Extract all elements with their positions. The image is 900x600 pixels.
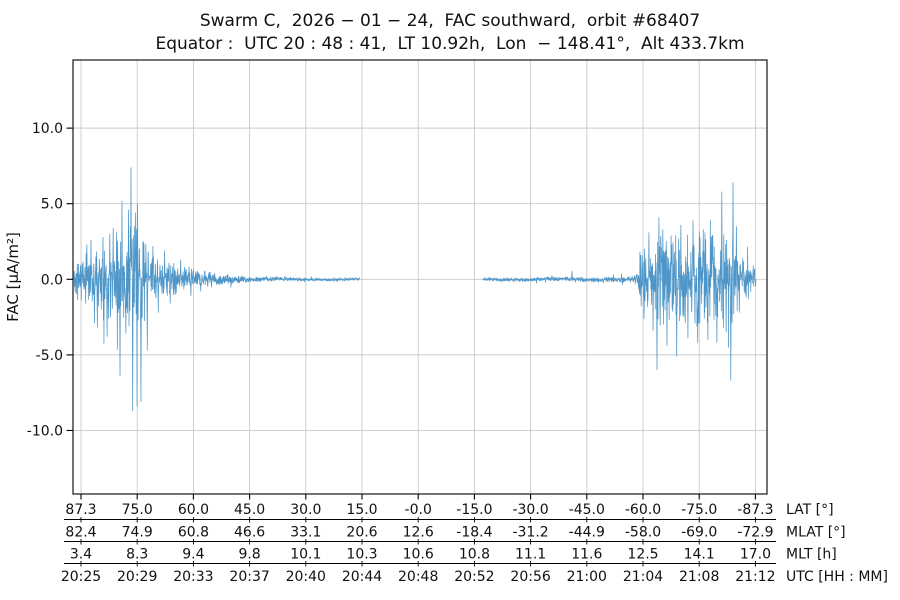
y-axis-label: FAC [µA/m²]	[4, 232, 22, 322]
plot-frame	[72, 59, 768, 495]
x-tick-label: 74.9	[122, 525, 153, 541]
x-axis-row-label: MLAT [°]	[786, 525, 846, 541]
x-tick-label: -15.0	[456, 502, 492, 518]
y-tick-label: 0.0	[41, 272, 63, 288]
gridlines	[73, 60, 767, 494]
x-tick-label: 9.4	[182, 547, 204, 563]
x-tick-label: -60.0	[625, 502, 661, 518]
x-axes: 87.3 75.0 60.0 45.0 30.0 15.0 -0.0 -15.0 -30.0 -4…	[61, 494, 888, 585]
x-tick-label: -30.0	[512, 502, 548, 518]
x-tick-label: 21:04	[623, 569, 663, 585]
x-tick-label: 15.0	[346, 502, 377, 518]
x-tick-label: 20:56	[510, 569, 550, 585]
x-tick-label: 8.3	[126, 547, 148, 563]
x-tick-label: 45.0	[234, 502, 265, 518]
x-tick-label: 17.0	[740, 547, 771, 563]
x-tick-label: 82.4	[65, 525, 96, 541]
x-tick-label: 12.5	[627, 547, 658, 563]
x-tick-label: 11.1	[515, 547, 546, 563]
x-tick-label: 10.3	[346, 547, 377, 563]
x-tick-label: 20:25	[61, 569, 101, 585]
x-tick-label: 30.0	[290, 502, 321, 518]
x-tick-label: 87.3	[65, 502, 96, 518]
x-tick-label: -45.0	[569, 502, 605, 518]
x-axis-row-label: LAT [°]	[786, 502, 834, 518]
x-tick-label: -75.0	[681, 502, 717, 518]
x-tick-label: 75.0	[122, 502, 153, 518]
x-tick-label: -18.4	[456, 525, 492, 541]
x-tick-label: 14.1	[684, 547, 715, 563]
x-tick-label: 20.6	[346, 525, 377, 541]
x-tick-label: 20:37	[229, 569, 269, 585]
x-tick-label: -31.2	[512, 525, 548, 541]
x-tick-label: 3.4	[70, 547, 92, 563]
y-tick-label: 5.0	[41, 197, 63, 213]
x-tick-label: 21:08	[679, 569, 719, 585]
x-tick-label: 9.8	[238, 547, 260, 563]
x-tick-label: 20:44	[342, 569, 382, 585]
x-tick-label: -44.9	[569, 525, 605, 541]
y-axis: 10.0 5.0 0.0 -5.0 -10.0	[27, 121, 73, 439]
x-tick-label: -58.0	[625, 525, 661, 541]
y-tick-label: -10.0	[27, 423, 63, 439]
y-tick-label: 10.0	[32, 121, 63, 137]
y-tick-label: -5.0	[36, 348, 63, 364]
x-tick-label: -69.0	[681, 525, 717, 541]
x-tick-label: 10.1	[290, 547, 321, 563]
x-tick-label: -0.0	[405, 502, 432, 518]
x-tick-label: -72.9	[737, 525, 773, 541]
x-tick-label: 10.8	[459, 547, 490, 563]
x-tick-label: 20:52	[454, 569, 494, 585]
x-tick-label: 46.6	[234, 525, 265, 541]
x-tick-label: 20:29	[117, 569, 157, 585]
x-tick-label: 21:00	[567, 569, 607, 585]
x-tick-label: 20:33	[173, 569, 213, 585]
x-tick-label: 60.0	[178, 502, 209, 518]
x-tick-label: 21:12	[735, 569, 775, 585]
x-tick-label: 20:48	[398, 569, 438, 585]
x-tick-label: 60.8	[178, 525, 209, 541]
x-tick-label: -87.3	[737, 502, 773, 518]
fac-trace	[73, 167, 757, 411]
x-axis-row-label: UTC [HH : MM]	[786, 569, 888, 585]
x-axis-row-label: MLT [h]	[786, 547, 837, 563]
x-tick-label: 12.6	[403, 525, 434, 541]
x-tick-label: 10.6	[403, 547, 434, 563]
x-tick-label: 20:40	[286, 569, 326, 585]
chart-subtitle: Equator : UTC 20 : 48 : 41, LT 10.92h, L…	[155, 34, 745, 54]
x-tick-label: 33.1	[290, 525, 321, 541]
x-tick-label: 11.6	[571, 547, 602, 563]
chart-title: Swarm C, 2026 − 01 − 24, FAC southward, …	[199, 11, 701, 31]
